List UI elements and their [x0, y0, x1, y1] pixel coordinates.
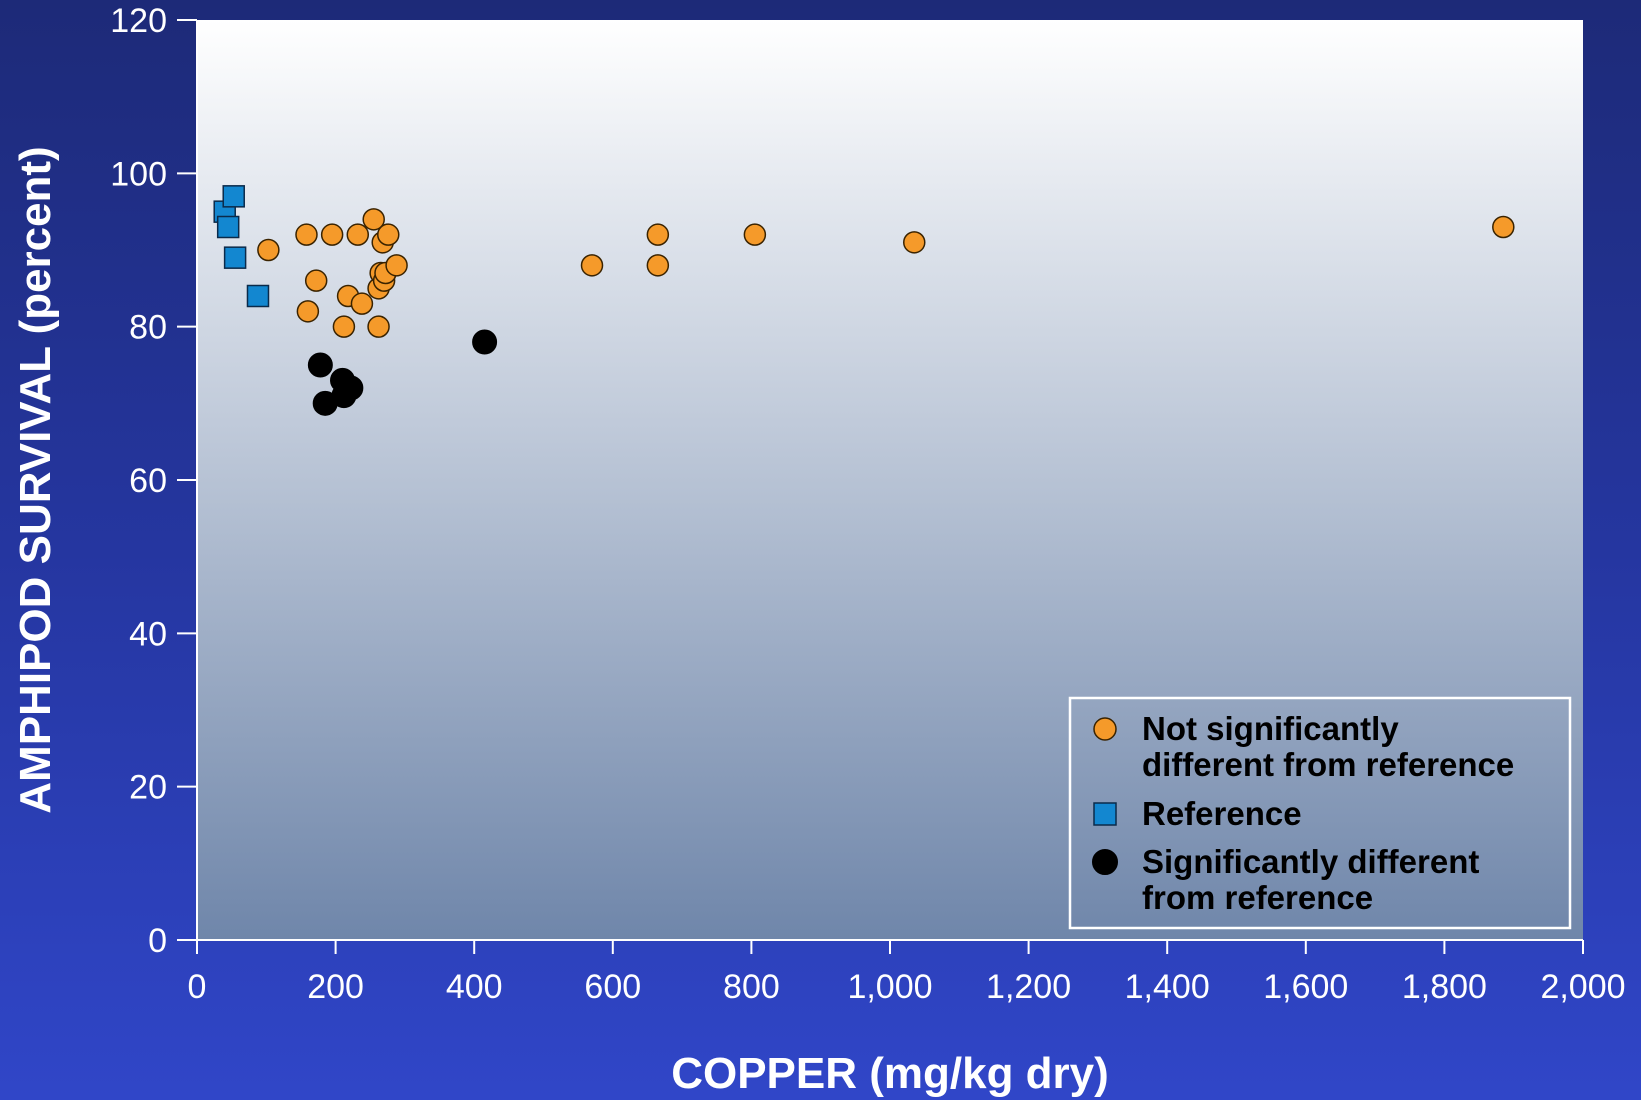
not-significant-point [743, 223, 767, 246]
x-tick-label: 200 [307, 968, 364, 1006]
not-significant-point [580, 254, 604, 277]
legend-label: Not significantly [1142, 710, 1399, 747]
legend-marker [1093, 717, 1117, 741]
reference-point [222, 185, 245, 208]
data-points [213, 185, 1515, 416]
x-tick-label: 1,000 [847, 968, 932, 1006]
x-tick-label: 1,600 [1263, 968, 1348, 1006]
x-tick-label: 0 [188, 968, 207, 1006]
significant-point [338, 375, 364, 401]
x-tick-label: 1,400 [1125, 968, 1210, 1006]
x-tick-label: 2,000 [1540, 968, 1625, 1006]
x-tick-label: 1,800 [1402, 968, 1487, 1006]
legend-label: Reference [1142, 795, 1302, 832]
x-tick-label: 400 [446, 968, 503, 1006]
y-tick-label: 40 [129, 615, 167, 653]
not-significant-point [646, 254, 670, 277]
y-tick-label: 20 [129, 769, 167, 807]
not-significant-point [332, 315, 356, 338]
not-significant-point [346, 223, 370, 246]
plot-area [197, 20, 1583, 940]
axes: 0 200 400 600 800 1,000 1,200 1,400 1,600 1,800 2,… [110, 2, 1625, 1006]
y-tick-label: 80 [129, 309, 167, 347]
not-significant-point [362, 208, 385, 231]
not-significant-point [377, 223, 400, 246]
reference-point [246, 284, 270, 308]
legend-box [1068, 696, 1572, 930]
legend-marker [1093, 802, 1117, 826]
significant-point [472, 329, 498, 355]
y-tick-label: 0 [148, 922, 167, 960]
legend-label: from reference [1142, 879, 1373, 916]
not-significant-point [1492, 215, 1515, 239]
y-tick-label: 120 [110, 2, 167, 40]
not-significant-point [295, 223, 318, 246]
not-significant-point [903, 231, 926, 254]
x-tick-label: 1,200 [986, 968, 1071, 1006]
not-significant-point [385, 254, 408, 277]
not-significant-point [257, 238, 280, 262]
not-significant-point [304, 269, 328, 292]
x-tick-label: 600 [584, 968, 641, 1006]
legend-label: different from reference [1142, 746, 1514, 783]
y-tick-label: 100 [110, 155, 167, 193]
significant-point [307, 352, 333, 378]
legend-marker [1092, 849, 1118, 875]
x-axis-title: COPPER (mg/kg dry) [671, 1049, 1109, 1098]
legend-label: Significantly different [1142, 843, 1479, 880]
not-significant-point [350, 292, 374, 315]
reference-point [223, 246, 247, 269]
not-significant-point [320, 223, 344, 246]
x-tick-label: 800 [723, 968, 780, 1006]
not-significant-point [646, 223, 670, 246]
reference-point [216, 215, 240, 239]
not-significant-point [296, 300, 320, 323]
y-axis-title: AMPHIPOD SURVIVAL (percent) [11, 146, 60, 813]
not-significant-point [367, 315, 390, 338]
y-tick-label: 60 [129, 462, 167, 500]
